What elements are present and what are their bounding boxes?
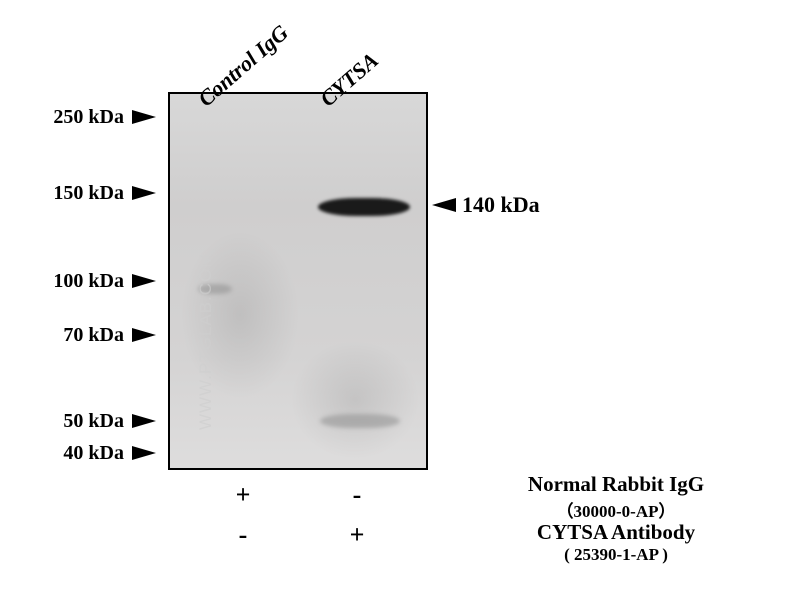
legend-normal-rabbit-igg: Normal Rabbit IgG （30000-0-AP） xyxy=(466,472,766,522)
mw-label-50: 50 kDa xyxy=(14,410,124,433)
pm-row1-lane2: - xyxy=(342,480,372,510)
band-arrow-140kda xyxy=(432,198,456,212)
pm-row2-lane1: - xyxy=(228,520,258,550)
mw-label-150: 150 kDa xyxy=(14,182,124,205)
legend-cytsa-antibody: CYTSA Antibody ( 25390-1-AP ) xyxy=(466,520,766,565)
legend-sub-2: ( 25390-1-AP ) xyxy=(466,545,766,565)
mw-label-250: 250 kDa xyxy=(14,106,124,129)
mw-label-70: 70 kDa xyxy=(14,324,124,347)
pm-row2-lane2: + xyxy=(342,520,372,550)
legend-sub-1: （30000-0-AP） xyxy=(466,497,766,522)
figure-root: WWW.PTGLAB.COM Control IgG CYTSA 250 kDa… xyxy=(0,0,800,600)
mw-arrow-250 xyxy=(132,110,156,124)
mw-arrow-50 xyxy=(132,414,156,428)
mw-arrow-40 xyxy=(132,446,156,460)
legend-title-2: CYTSA Antibody xyxy=(537,520,695,544)
mw-label-40: 40 kDa xyxy=(14,442,124,465)
watermark: WWW.PTGLAB.COM xyxy=(196,253,216,430)
mw-arrow-100 xyxy=(132,274,156,288)
mw-arrow-150 xyxy=(132,186,156,200)
legend-title-1: Normal Rabbit IgG xyxy=(528,472,704,496)
mw-arrow-70 xyxy=(132,328,156,342)
mw-label-100: 100 kDa xyxy=(14,270,124,293)
pm-row1-lane1: + xyxy=(228,480,258,510)
band-label-140kda: 140 kDa xyxy=(462,192,540,218)
